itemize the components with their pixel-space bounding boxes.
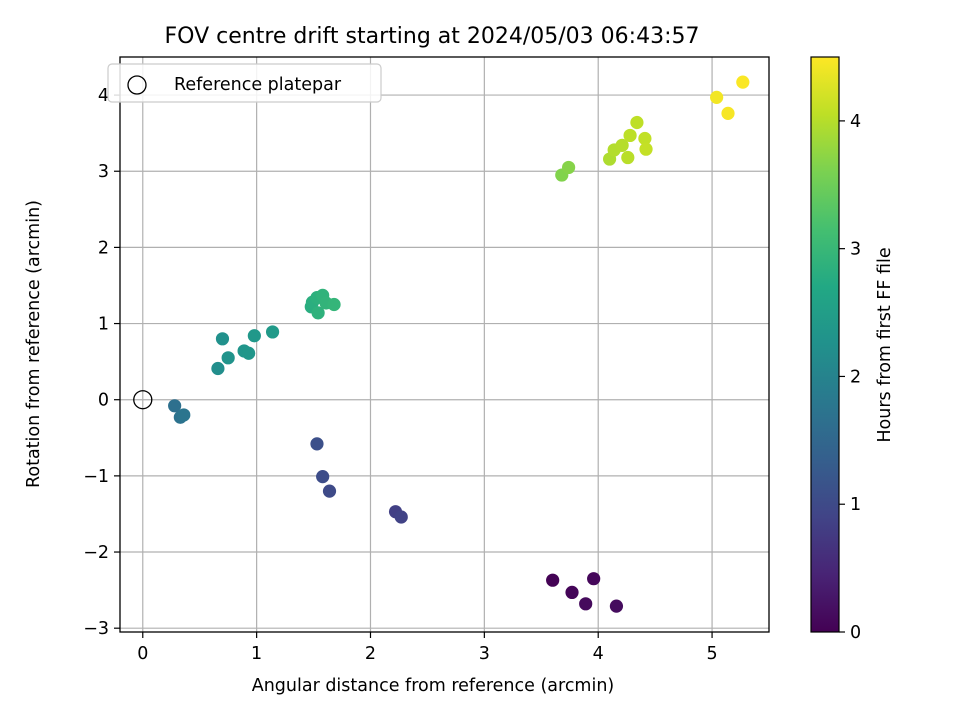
reference-marker-group — [133, 390, 153, 410]
colorbar-tick-label: 1 — [850, 495, 861, 515]
y-tick-label: 2 — [98, 238, 109, 258]
legend-label: Reference platepar — [174, 75, 342, 95]
plot-frame — [119, 56, 770, 633]
colorbar — [810, 56, 840, 633]
data-point — [615, 138, 629, 152]
x-tick-label: 1 — [251, 644, 262, 664]
data-point — [562, 160, 576, 175]
colorbar-tick-label: 3 — [850, 240, 861, 260]
colorbar-tick-label: 0 — [850, 623, 861, 643]
y-tick-label: 4 — [98, 86, 109, 106]
data-point — [247, 329, 261, 343]
colorbar-ticks: 0 1 2 3 4 — [839, 112, 861, 643]
x-tick-label: 4 — [593, 644, 604, 664]
data-point — [609, 599, 624, 613]
legend-box — [107, 63, 382, 103]
data-point — [242, 346, 256, 360]
data-point — [168, 399, 182, 413]
data-point — [710, 90, 724, 104]
data-point — [311, 306, 325, 320]
data-point — [630, 115, 644, 130]
data-point — [221, 351, 235, 365]
data-point — [211, 361, 225, 376]
x-tick-label: 5 — [706, 644, 717, 664]
y-tick-label: −3 — [83, 619, 109, 639]
data-points — [168, 75, 750, 613]
data-point — [177, 408, 191, 422]
data-point — [587, 572, 601, 586]
legend-marker-icon — [127, 75, 147, 95]
x-tick-label: 3 — [479, 644, 490, 664]
colorbar-label: Hours from first FF file — [875, 247, 895, 442]
data-point — [736, 75, 750, 89]
colorbar-tick-label: 2 — [850, 367, 861, 387]
y-axis-ticks: −3 −2 −1 0 1 2 3 4 — [83, 86, 120, 639]
x-tick-label: 2 — [365, 644, 376, 664]
chart-title: FOV centre drift starting at 2024/05/03 … — [165, 24, 700, 49]
data-point — [621, 150, 635, 165]
grid-lines — [120, 57, 769, 632]
data-point — [623, 128, 637, 143]
y-tick-label: 3 — [98, 162, 109, 182]
data-point — [565, 585, 579, 599]
data-point — [721, 106, 735, 120]
y-axis-label: Rotation from reference (arcmin) — [24, 200, 44, 488]
data-point — [215, 332, 230, 346]
x-axis-label: Angular distance from reference (arcmin) — [252, 676, 615, 696]
data-point — [394, 510, 408, 524]
data-point — [546, 573, 560, 587]
data-point — [638, 131, 652, 146]
y-tick-label: 0 — [98, 391, 109, 411]
data-point — [316, 470, 330, 484]
y-tick-label: 1 — [98, 315, 109, 335]
data-point — [327, 297, 341, 312]
data-point — [322, 484, 337, 498]
data-point — [265, 325, 280, 339]
data-point — [579, 597, 593, 611]
x-axis-ticks: 0 1 2 3 4 5 — [137, 632, 718, 664]
reference-platepar-marker — [133, 390, 153, 410]
data-point — [639, 142, 653, 156]
legend: Reference platepar — [107, 63, 382, 103]
data-point — [310, 437, 324, 451]
colorbar-tick-label: 4 — [850, 112, 861, 132]
y-tick-label: −1 — [83, 467, 109, 487]
y-tick-label: −2 — [83, 543, 109, 563]
x-tick-label: 0 — [137, 644, 148, 664]
